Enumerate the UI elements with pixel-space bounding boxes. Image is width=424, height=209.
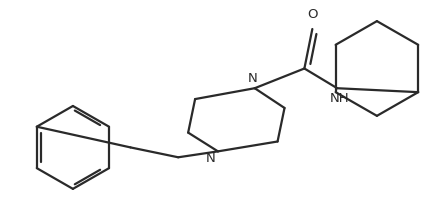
- Text: O: O: [307, 8, 318, 21]
- Text: N: N: [206, 152, 216, 165]
- Text: NH: NH: [329, 92, 349, 105]
- Text: N: N: [248, 71, 257, 84]
